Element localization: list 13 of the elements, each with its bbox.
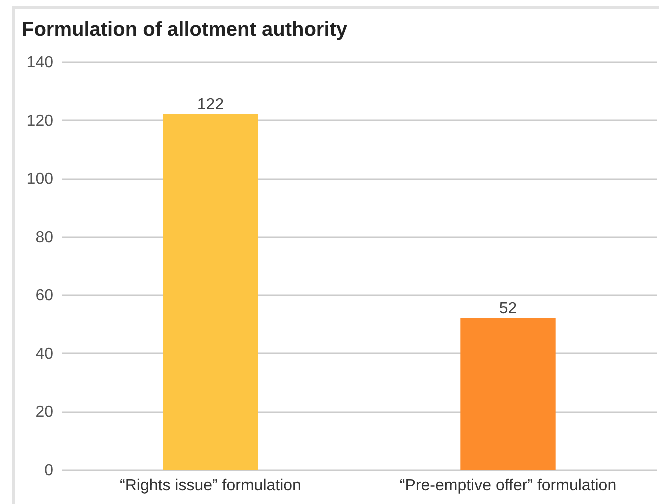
y-tick-label: 120 <box>26 112 54 130</box>
data-label: 52 <box>499 300 518 318</box>
y-tick-label: 100 <box>26 171 54 188</box>
y-tick-label: 0 <box>44 462 54 480</box>
y-tick-label: 60 <box>36 288 54 305</box>
y-tick-label: 40 <box>36 346 54 363</box>
y-tick-label: 80 <box>36 229 54 246</box>
x-tick-label: “Pre-emptive offer” formulation <box>400 478 617 494</box>
data-label: 122 <box>197 96 224 114</box>
y-tick-label: 20 <box>36 404 54 422</box>
x-tick-label: “Rights issue” formulation <box>120 478 302 494</box>
y-tick-label: 140 <box>26 54 54 72</box>
chart-title: Formulation of allotment authority <box>22 19 348 41</box>
